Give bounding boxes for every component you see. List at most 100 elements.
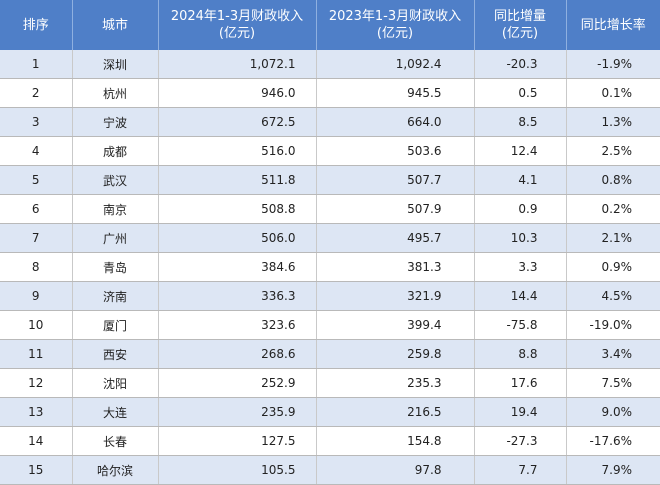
cell-revenue-2023: 154.8 (316, 426, 475, 456)
cell-rank: 6 (0, 194, 73, 224)
table-row: 3 宁波 672.5 664.0 8.5 1.3% (0, 107, 660, 137)
cell-city: 广州 (72, 223, 159, 253)
header-yoy-rate: 同比增长率 (566, 0, 660, 50)
cell-yoy-rate: 2.5% (566, 136, 660, 166)
cell-revenue-2024: 516.0 (158, 136, 317, 166)
cell-yoy-increase: 3.3 (474, 252, 567, 282)
cell-rank: 9 (0, 281, 73, 311)
cell-yoy-rate: 0.8% (566, 165, 660, 195)
cell-revenue-2023: 381.3 (316, 252, 475, 282)
cell-rank: 13 (0, 397, 73, 427)
table-body: 1 深圳 1,072.1 1,092.4 -20.3 -1.9% 2 杭州 946.0 945.5… (0, 50, 660, 485)
table-row: 11 西安 268.6 259.8 8.8 3.4% (0, 339, 660, 369)
cell-rank: 2 (0, 78, 73, 108)
cell-yoy-rate: 1.3% (566, 107, 660, 137)
cell-yoy-increase: 10.3 (474, 223, 567, 253)
cell-yoy-rate: 0.2% (566, 194, 660, 224)
cell-revenue-2024: 672.5 (158, 107, 317, 137)
cell-rank: 11 (0, 339, 73, 369)
cell-rank: 4 (0, 136, 73, 166)
cell-rank: 12 (0, 368, 73, 398)
cell-revenue-2023: 321.9 (316, 281, 475, 311)
cell-city: 宁波 (72, 107, 159, 137)
cell-revenue-2024: 506.0 (158, 223, 317, 253)
cell-revenue-2023: 945.5 (316, 78, 475, 108)
cell-revenue-2023: 216.5 (316, 397, 475, 427)
cell-yoy-rate: -19.0% (566, 310, 660, 340)
cell-yoy-increase: 8.8 (474, 339, 567, 369)
cell-city: 杭州 (72, 78, 159, 108)
cell-yoy-rate: 7.5% (566, 368, 660, 398)
cell-revenue-2023: 259.8 (316, 339, 475, 369)
cell-rank: 5 (0, 165, 73, 195)
cell-rank: 8 (0, 252, 73, 282)
table-row: 14 长春 127.5 154.8 -27.3 -17.6% (0, 426, 660, 456)
cell-city: 南京 (72, 194, 159, 224)
cell-rank: 3 (0, 107, 73, 137)
cell-revenue-2024: 508.8 (158, 194, 317, 224)
table-row: 6 南京 508.8 507.9 0.9 0.2% (0, 194, 660, 224)
cell-rank: 1 (0, 50, 73, 79)
cell-city: 深圳 (72, 50, 159, 79)
cell-yoy-increase: 0.5 (474, 78, 567, 108)
cell-rank: 7 (0, 223, 73, 253)
table-row: 4 成都 516.0 503.6 12.4 2.5% (0, 136, 660, 166)
cell-yoy-increase: -75.8 (474, 310, 567, 340)
header-rank: 排序 (0, 0, 73, 50)
table-row: 15 哈尔滨 105.5 97.8 7.7 7.9% (0, 455, 660, 485)
table-header: 排序 城市 2024年1-3月财政收入 (亿元) 2023年1-3月财政收入 (… (0, 0, 660, 50)
table-row: 2 杭州 946.0 945.5 0.5 0.1% (0, 78, 660, 108)
cell-revenue-2024: 511.8 (158, 165, 317, 195)
cell-revenue-2024: 252.9 (158, 368, 317, 398)
cell-rank: 14 (0, 426, 73, 456)
cell-city: 沈阳 (72, 368, 159, 398)
cell-rank: 15 (0, 455, 73, 485)
cell-yoy-rate: 9.0% (566, 397, 660, 427)
cell-city: 西安 (72, 339, 159, 369)
header-revenue-2023: 2023年1-3月财政收入 (亿元) (316, 0, 475, 50)
cell-revenue-2023: 399.4 (316, 310, 475, 340)
cell-yoy-increase: -20.3 (474, 50, 567, 79)
cell-yoy-increase: 12.4 (474, 136, 567, 166)
header-yoy-increase: 同比增量 (亿元) (474, 0, 567, 50)
cell-yoy-rate: 0.1% (566, 78, 660, 108)
table-row: 8 青岛 384.6 381.3 3.3 0.9% (0, 252, 660, 282)
table-row: 13 大连 235.9 216.5 19.4 9.0% (0, 397, 660, 427)
cell-yoy-increase: 14.4 (474, 281, 567, 311)
header-row: 排序 城市 2024年1-3月财政收入 (亿元) 2023年1-3月财政收入 (… (0, 0, 660, 50)
table-row: 1 深圳 1,072.1 1,092.4 -20.3 -1.9% (0, 50, 660, 79)
cell-revenue-2023: 503.6 (316, 136, 475, 166)
cell-rank: 10 (0, 310, 73, 340)
cell-revenue-2023: 664.0 (316, 107, 475, 137)
cell-city: 长春 (72, 426, 159, 456)
cell-city: 武汉 (72, 165, 159, 195)
table-row: 7 广州 506.0 495.7 10.3 2.1% (0, 223, 660, 253)
cell-yoy-increase: 19.4 (474, 397, 567, 427)
cell-revenue-2023: 495.7 (316, 223, 475, 253)
cell-revenue-2024: 946.0 (158, 78, 317, 108)
cell-revenue-2023: 97.8 (316, 455, 475, 485)
table-row: 5 武汉 511.8 507.7 4.1 0.8% (0, 165, 660, 195)
table-row: 9 济南 336.3 321.9 14.4 4.5% (0, 281, 660, 311)
cell-revenue-2023: 235.3 (316, 368, 475, 398)
cell-yoy-increase: 4.1 (474, 165, 567, 195)
cell-revenue-2023: 507.7 (316, 165, 475, 195)
cell-city: 厦门 (72, 310, 159, 340)
cell-yoy-increase: 7.7 (474, 455, 567, 485)
cell-yoy-increase: 8.5 (474, 107, 567, 137)
cell-revenue-2024: 235.9 (158, 397, 317, 427)
cell-yoy-increase: -27.3 (474, 426, 567, 456)
table-row: 12 沈阳 252.9 235.3 17.6 7.5% (0, 368, 660, 398)
cell-yoy-increase: 0.9 (474, 194, 567, 224)
header-revenue-2024: 2024年1-3月财政收入 (亿元) (158, 0, 317, 50)
cell-yoy-rate: -17.6% (566, 426, 660, 456)
cell-yoy-rate: 2.1% (566, 223, 660, 253)
cell-yoy-rate: 4.5% (566, 281, 660, 311)
cell-revenue-2024: 268.6 (158, 339, 317, 369)
cell-revenue-2024: 336.3 (158, 281, 317, 311)
cell-revenue-2024: 1,072.1 (158, 50, 317, 79)
cell-yoy-rate: 0.9% (566, 252, 660, 282)
cell-revenue-2024: 384.6 (158, 252, 317, 282)
cell-revenue-2023: 1,092.4 (316, 50, 475, 79)
cell-city: 哈尔滨 (72, 455, 159, 485)
